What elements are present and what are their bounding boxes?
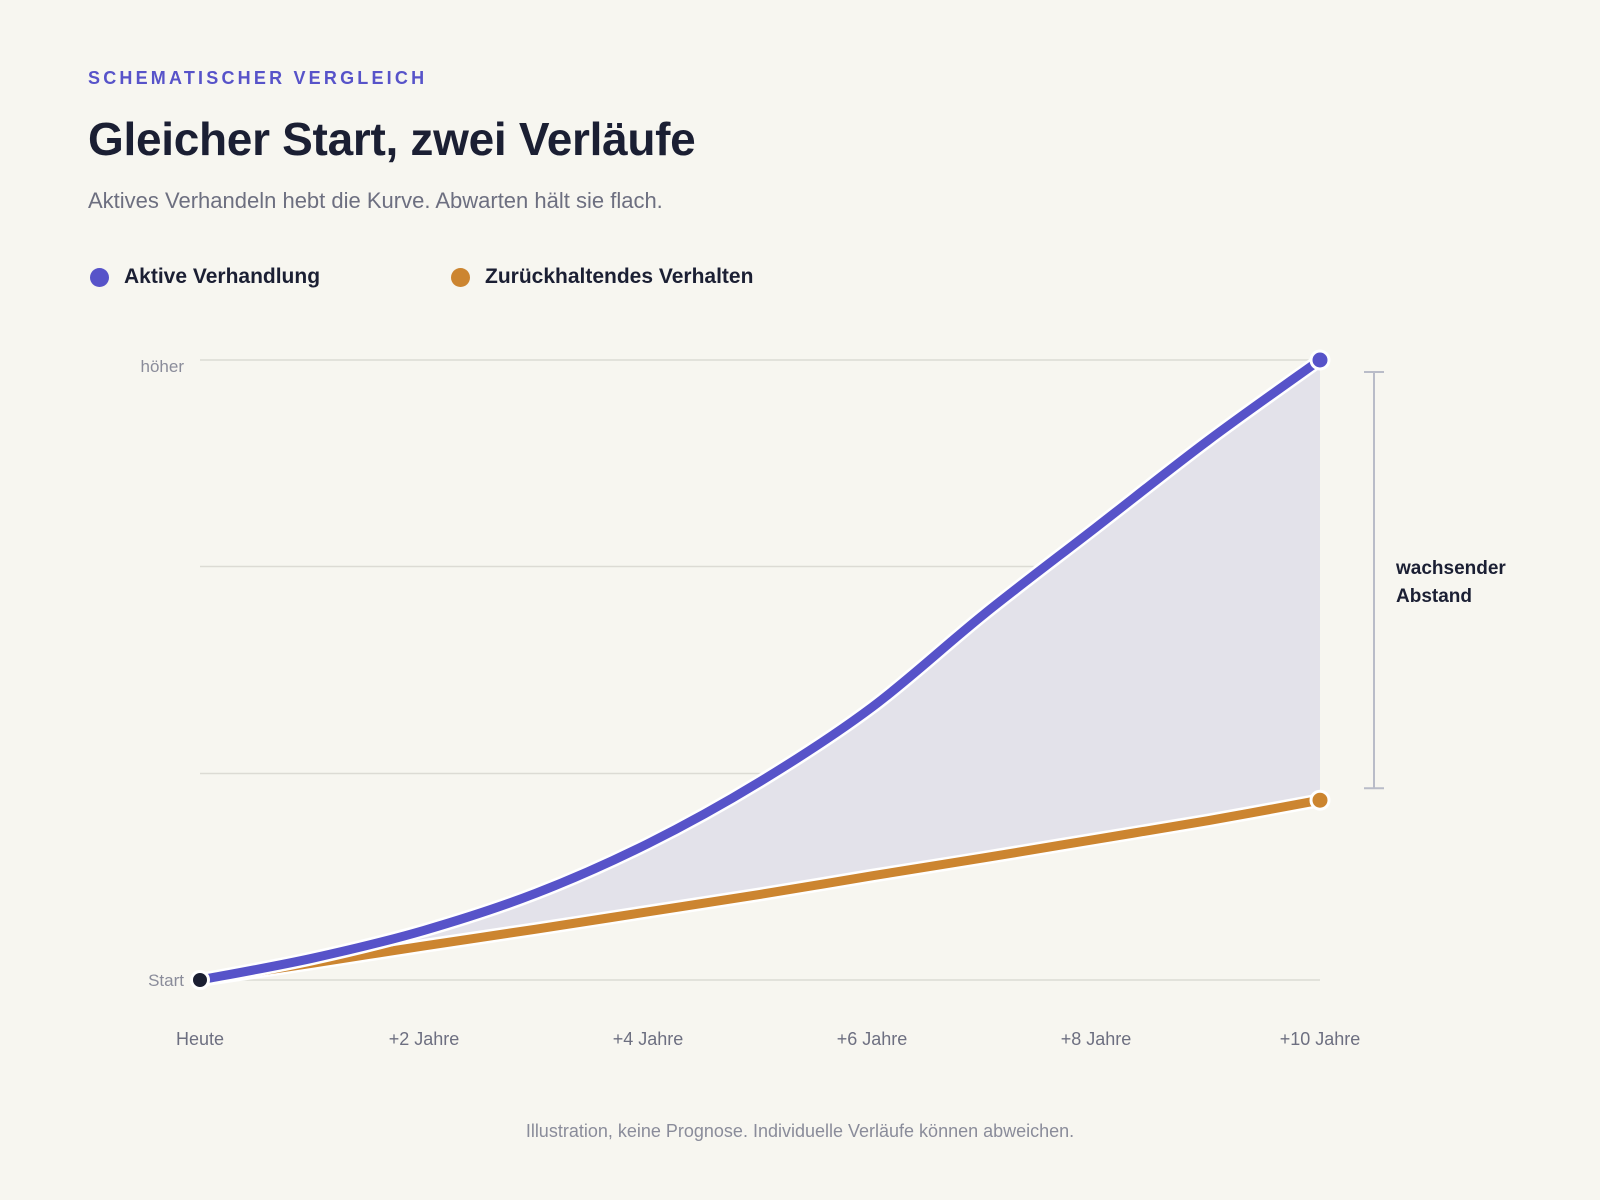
legend-label-passive: Zurückhaltendes Verhalten	[485, 265, 754, 288]
series-line-passive	[195, 795, 1325, 985]
y-tick-label-1: höher	[141, 357, 185, 376]
x-tick-label-1: +2 Jahre	[389, 1029, 460, 1049]
y-tick-label-0: Start	[148, 971, 184, 990]
x-tick-label-2: +4 Jahre	[613, 1029, 684, 1049]
gap-annotation-line-0: wachsender	[1395, 558, 1506, 579]
legend-dot-passive	[451, 267, 470, 287]
page-title: Gleicher Start, zwei Verläufe	[88, 113, 696, 165]
x-tick-label-0: Heute	[176, 1029, 224, 1049]
gap-annotation-line-1: Abstand	[1396, 586, 1472, 607]
legend-item-passive: Zurückhaltendes Verhalten	[451, 265, 753, 289]
end-point-passive	[1309, 789, 1331, 811]
end-point-active	[1309, 349, 1331, 371]
footnote: Illustration, keine Prognose. Individuel…	[525, 1121, 1075, 1141]
eyebrow-label: SCHEMATISCHER VERGLEICH	[88, 68, 428, 88]
legend-dot-active	[90, 267, 109, 287]
x-tick-label-3: +6 Jahre	[837, 1029, 908, 1049]
series-line-active	[195, 355, 1325, 985]
x-tick-label-4: +8 Jahre	[1061, 1029, 1132, 1049]
x-tick-label-5: +10 Jahre	[1280, 1029, 1361, 1049]
page-subtitle: Aktives Verhandeln hebt die Kurve. Abwar…	[88, 188, 663, 213]
legend-item-active: Aktive Verhandlung	[90, 265, 320, 289]
start-point	[190, 970, 210, 990]
legend-label-active: Aktive Verhandlung	[124, 265, 321, 288]
gap-area	[200, 360, 1320, 980]
